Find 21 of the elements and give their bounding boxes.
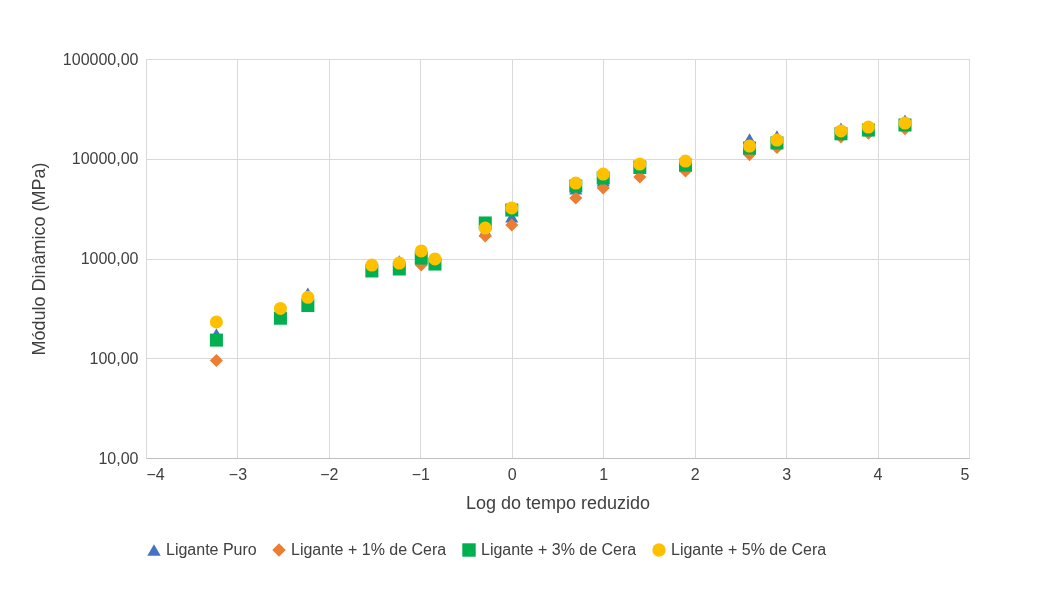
legend-label: Ligante + 5% de Cera (671, 541, 827, 558)
x-tick-label: 4 (873, 465, 883, 483)
x-tick-label: 2 (690, 465, 700, 483)
x-tick-label: −4 (146, 465, 165, 483)
x-tick-label: 5 (960, 465, 970, 483)
y-tick-label: 1000,00 (80, 250, 139, 267)
x-axis-title: Log do tempo reduzido (465, 492, 651, 513)
y-tick-label: 100,00 (89, 349, 139, 367)
x-tick-label: −3 (228, 465, 248, 483)
x-tick-label: 3 (782, 465, 792, 483)
y-tick-label: 10000,00 (71, 150, 139, 168)
x-tick-label: 0 (507, 465, 517, 483)
legend-label: Ligante + 3% de Cera (481, 541, 637, 558)
legend-label: Ligante + 1% de Cera (291, 541, 447, 558)
x-tick-label: −1 (411, 465, 431, 483)
y-axis-title: Módulo Dinâmico (MPa) (28, 162, 49, 356)
x-tick-label: −2 (320, 465, 339, 483)
legend-label: Ligante Puro (166, 541, 257, 558)
x-tick-label: 1 (599, 465, 609, 483)
y-tick-label: 10,00 (98, 449, 139, 467)
y-tick-label: 100000,00 (62, 50, 139, 68)
